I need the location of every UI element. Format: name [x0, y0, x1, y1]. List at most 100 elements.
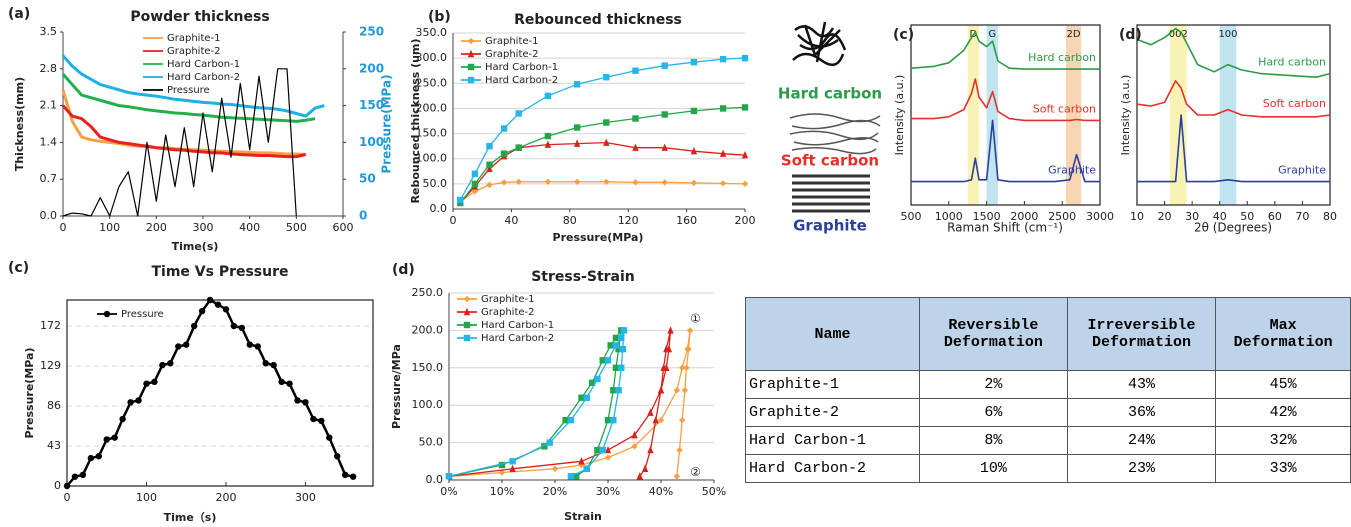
- legend-marker: [463, 307, 471, 316]
- marker: [71, 473, 79, 480]
- legend-label: Graphite-2: [481, 307, 535, 318]
- legend-label: Pressure: [167, 85, 210, 96]
- marker: [111, 434, 118, 441]
- marker: [103, 436, 110, 443]
- x-tick-label: 600: [333, 221, 354, 234]
- marker: [685, 345, 692, 353]
- x-tick-label: 2500: [1048, 210, 1076, 223]
- y-axis-label: Pressure(MPa): [23, 348, 36, 439]
- y-tick-label: 350.0: [416, 26, 448, 39]
- marker: [341, 471, 349, 479]
- x-tick-label: 200: [146, 221, 167, 234]
- header-cell: Max Deformation: [1215, 297, 1351, 371]
- marker: [690, 107, 698, 115]
- x-tick-label: 500: [286, 221, 307, 234]
- x-tick-label: 40: [504, 214, 518, 227]
- y2-tick-label: 200: [359, 61, 384, 75]
- y-tick-label: 86: [47, 399, 61, 412]
- marker: [544, 92, 552, 100]
- marker: [615, 345, 622, 353]
- marker: [612, 334, 620, 342]
- y-tick-label: 150.0: [412, 361, 444, 374]
- marker: [515, 144, 522, 151]
- x-axis-label: Raman Shift (cm⁻¹): [947, 221, 1063, 235]
- marker: [544, 140, 552, 148]
- panel-label: (c): [893, 27, 914, 43]
- marker: [349, 473, 357, 480]
- marker: [652, 415, 659, 424]
- series-line: [61, 104, 307, 159]
- marker: [159, 361, 166, 369]
- chart-title: Stress-Strain: [531, 269, 635, 285]
- marker: [741, 104, 749, 111]
- x-tick-label: 160: [676, 214, 697, 227]
- marker: [326, 434, 333, 441]
- marker: [661, 62, 668, 69]
- legend-marker: [463, 321, 471, 329]
- y-axis-label: Intensity (a.u.): [1119, 75, 1132, 156]
- y-tick-label: 2.1: [40, 99, 58, 112]
- marker: [618, 364, 625, 371]
- table-cell: 42%: [1215, 398, 1351, 427]
- marker: [690, 179, 698, 187]
- marker: [604, 454, 612, 461]
- marker: [198, 307, 206, 315]
- marker: [567, 416, 575, 424]
- band: [986, 25, 998, 205]
- series-line: [61, 73, 316, 123]
- x-tick-label: 500: [901, 210, 922, 223]
- marker: [604, 416, 612, 424]
- x-tick-label: 300: [295, 491, 316, 504]
- series-line: [459, 181, 746, 203]
- graphite-icon: [792, 174, 870, 213]
- marker: [79, 471, 87, 479]
- x-tick-label: 20%: [543, 485, 567, 498]
- legend-label: Hard Carbon-2: [485, 75, 558, 86]
- marker: [603, 178, 610, 186]
- x-tick-label: 0: [450, 214, 457, 227]
- marker: [741, 180, 749, 188]
- x-tick-label: 40: [1213, 210, 1227, 223]
- marker: [578, 394, 585, 401]
- marker: [127, 399, 134, 406]
- y-tick-label: 50.0: [419, 436, 444, 449]
- y-tick-label: 3.5: [40, 25, 58, 38]
- legend-label: Hard Carbon-1: [485, 62, 558, 73]
- band-label: G: [988, 29, 996, 40]
- deformation-table: Name Reversible Deformation Irreversible D…: [745, 297, 1351, 483]
- marker: [673, 387, 681, 394]
- marker: [632, 67, 639, 74]
- marker: [612, 342, 620, 349]
- series-line: [448, 329, 691, 477]
- y-tick-label: 172: [40, 319, 61, 332]
- marker: [647, 445, 654, 454]
- marker: [486, 161, 493, 168]
- series-line: [61, 54, 325, 118]
- header-cell: Reversible Deformation: [918, 297, 1068, 371]
- x-tick-label: 20: [1158, 210, 1172, 223]
- y-axis-label: Rebounced thickness (um): [409, 39, 422, 204]
- marker: [632, 143, 639, 151]
- marker: [573, 124, 581, 131]
- marker: [567, 473, 575, 480]
- header-cell: Irreversible Deformation: [1066, 297, 1217, 371]
- y-axis-label: Pressure/MPa: [390, 344, 403, 429]
- marker: [719, 149, 727, 157]
- marker: [620, 327, 628, 334]
- legend-marker: [467, 37, 475, 45]
- band-label: 100: [1218, 29, 1237, 40]
- x-tick-label: 80: [563, 214, 577, 227]
- x-tick-label: 40%: [649, 485, 673, 498]
- x-tick-label: 3000: [1086, 210, 1114, 223]
- x-tick-label: 50: [1240, 210, 1254, 223]
- marker: [660, 363, 667, 371]
- legend-label: Graphite-1: [485, 36, 539, 47]
- legend-marker: [103, 310, 111, 318]
- y-tick-label: 43: [47, 439, 61, 452]
- series-line: [448, 329, 672, 477]
- table-cell: 6%: [918, 398, 1068, 427]
- x-tick-label: 60: [1268, 210, 1282, 223]
- y-axis-label: Intensity (a.u.): [893, 75, 906, 156]
- series-label: Graphite: [1278, 164, 1326, 177]
